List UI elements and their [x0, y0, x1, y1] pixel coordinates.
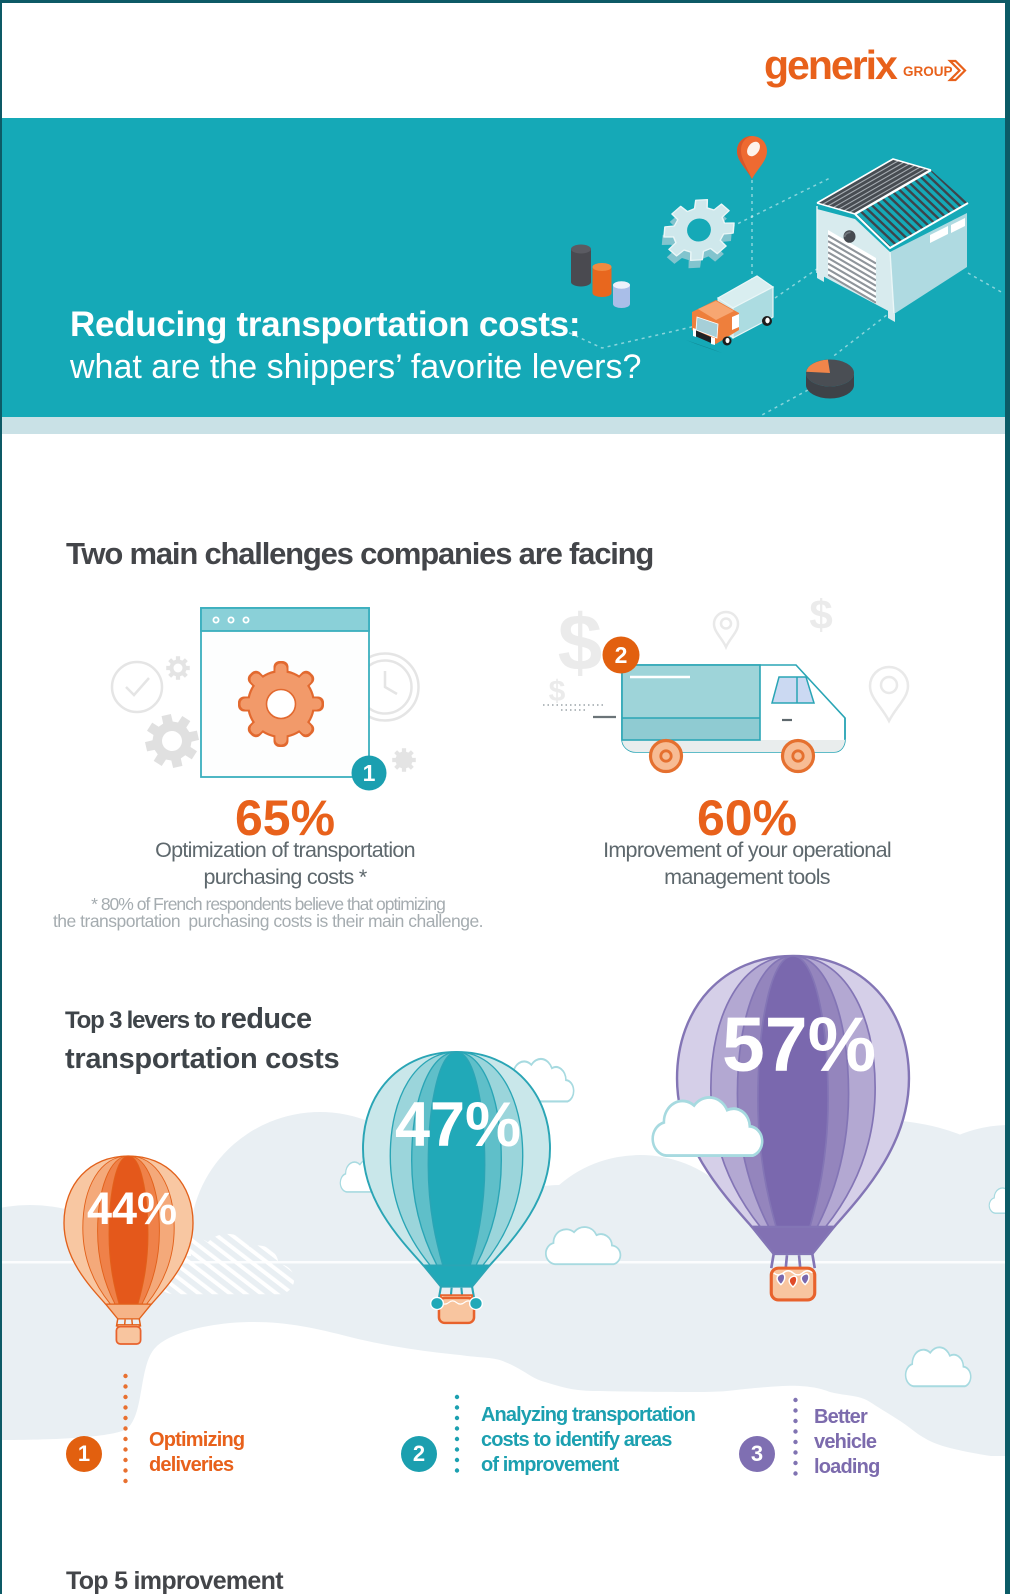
svg-text:$: $	[558, 598, 603, 687]
svg-text:2: 2	[615, 642, 628, 668]
svg-text:$: $	[809, 598, 832, 638]
svg-text:1: 1	[363, 760, 376, 786]
svg-text:$: $	[549, 675, 566, 708]
svg-text:47%: 47%	[395, 1090, 521, 1160]
svg-text:GROUP: GROUP	[903, 64, 953, 79]
svg-text:generix: generix	[764, 42, 898, 88]
svg-text:44%: 44%	[87, 1183, 177, 1234]
svg-text:57%: 57%	[722, 1002, 876, 1088]
